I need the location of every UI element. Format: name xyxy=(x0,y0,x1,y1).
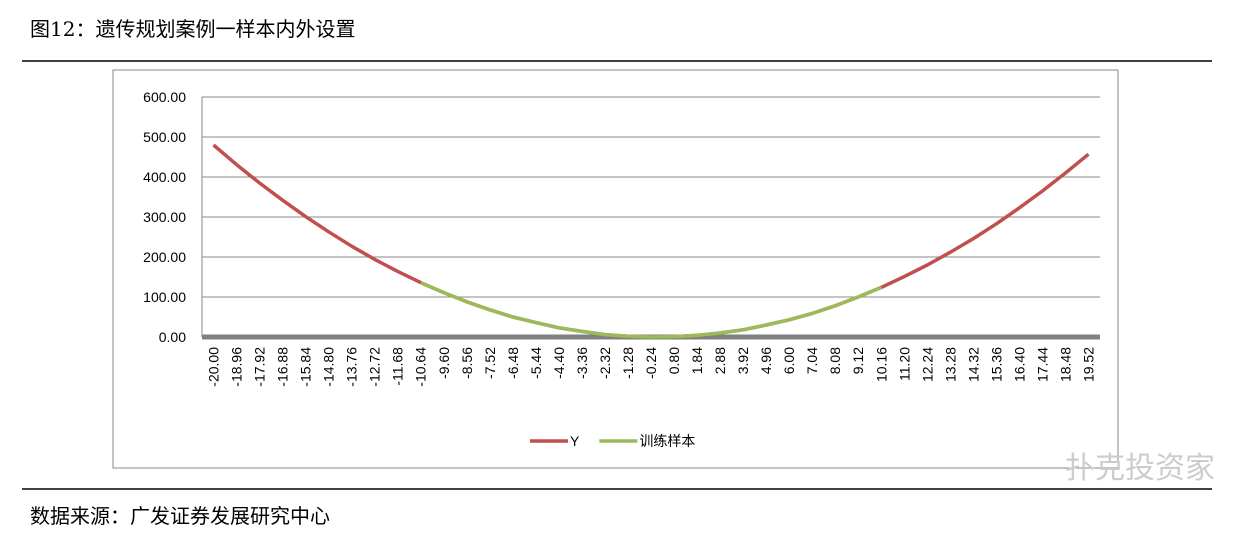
y-tick-label: 600.00 xyxy=(143,89,186,105)
x-tick-label: 1.84 xyxy=(689,347,705,374)
x-tick-label: -1.28 xyxy=(620,347,636,379)
x-tick-label: 14.32 xyxy=(965,347,981,382)
x-tick-label: 8.08 xyxy=(827,347,843,374)
legend-label: Y xyxy=(570,433,580,449)
x-tick-label: -3.36 xyxy=(574,347,590,379)
x-tick-label: 4.96 xyxy=(758,347,774,374)
x-tick-label: -0.24 xyxy=(643,347,659,379)
x-tick-label: 0.80 xyxy=(666,347,682,374)
x-tick-label: 7.04 xyxy=(804,347,820,374)
x-tick-label: -16.88 xyxy=(275,347,291,387)
x-tick-label: -13.76 xyxy=(344,347,360,387)
y-tick-label: 300.00 xyxy=(143,209,186,225)
x-tick-label: -7.52 xyxy=(482,347,498,379)
x-tick-label: 11.20 xyxy=(896,347,912,381)
x-tick-label: 6.00 xyxy=(781,347,797,374)
x-tick-label: 3.92 xyxy=(735,347,751,374)
x-tick-label: 2.88 xyxy=(712,347,728,374)
x-tick-label: -5.44 xyxy=(528,347,544,379)
x-tick-label: -4.40 xyxy=(551,347,567,379)
x-tick-label: -15.84 xyxy=(298,347,314,387)
y-tick-label: 500.00 xyxy=(143,129,186,145)
y-tick-label: 400.00 xyxy=(143,169,186,185)
x-tick-label: -12.72 xyxy=(367,347,383,387)
figure-title: 图12：遗传规划案例一样本内外设置 xyxy=(30,17,355,41)
x-tick-label: -9.60 xyxy=(436,347,452,379)
chart-frame xyxy=(112,69,1119,469)
x-tick-label: 10.16 xyxy=(873,347,889,382)
x-tick-label: -6.48 xyxy=(505,347,521,379)
x-tick-label: 17.44 xyxy=(1034,347,1050,382)
x-tick-label: -20.00 xyxy=(206,347,222,387)
x-tick-label: -17.92 xyxy=(252,347,268,387)
x-tick-label: 12.24 xyxy=(919,347,935,382)
x-tick-label: -18.96 xyxy=(229,347,245,387)
y-tick-label: 200.00 xyxy=(143,249,186,265)
series-line xyxy=(420,280,882,339)
x-tick-label: 13.28 xyxy=(942,347,958,382)
legend-label: 训练样本 xyxy=(639,433,695,449)
watermark: 扑克投资家 xyxy=(1065,452,1215,485)
x-tick-label: -10.64 xyxy=(413,347,429,387)
x-tick-label: 19.52 xyxy=(1080,347,1096,382)
source-note: 数据来源：广发证券发展研究中心 xyxy=(30,504,330,528)
x-tick-label: -14.80 xyxy=(321,347,337,387)
x-tick-label: -2.32 xyxy=(597,347,613,379)
x-tick-label: 9.12 xyxy=(850,347,866,374)
y-tick-label: 100.00 xyxy=(143,289,186,305)
x-tick-label: -8.56 xyxy=(459,347,475,379)
x-tick-label: -11.68 xyxy=(390,347,406,386)
x-tick-label: 16.40 xyxy=(1011,347,1027,382)
x-tick-label: 15.36 xyxy=(988,347,1004,382)
y-tick-label: 0.00 xyxy=(159,329,186,345)
x-tick-label: 18.48 xyxy=(1057,347,1073,382)
